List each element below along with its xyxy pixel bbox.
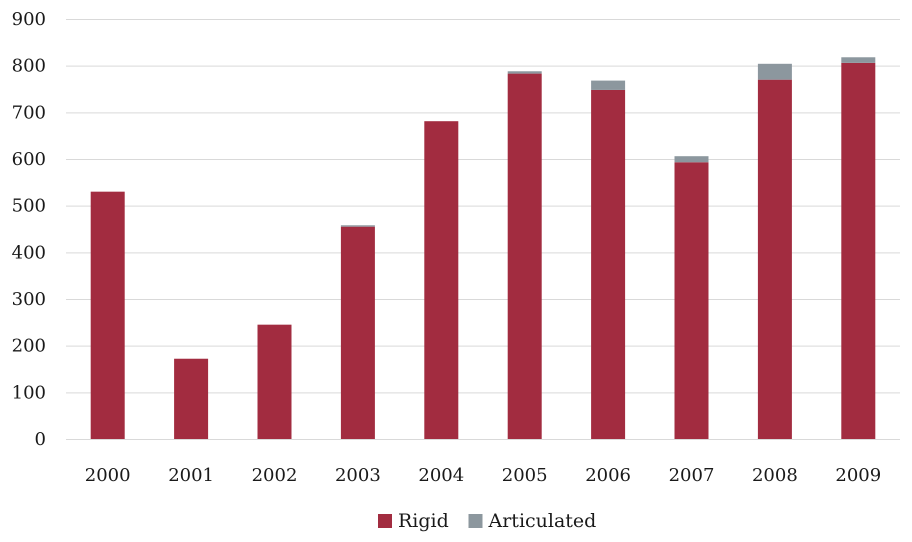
- x-tick-label: 2003: [335, 465, 381, 486]
- x-axis: 2000 2001 2002 2003 2004 2005 2006 2007 2008 2009: [85, 465, 881, 486]
- x-tick-label: 2000: [85, 465, 131, 486]
- bar-rigid-2008: [757, 79, 792, 440]
- x-tick-label: 2008: [752, 465, 798, 486]
- bars: [90, 57, 876, 440]
- bar-articulated-2009: [841, 57, 876, 63]
- bar-articulated-2007: [674, 156, 709, 163]
- bar-rigid-2006: [591, 89, 626, 440]
- y-tick-label: 0: [35, 429, 46, 450]
- x-tick-label: 2009: [835, 465, 881, 486]
- x-tick-label: 2006: [585, 465, 631, 486]
- bar-articulated-2008: [757, 63, 792, 80]
- y-tick-label: 800: [12, 56, 46, 77]
- y-axis: 0 100 200 300 400 500 600 700 800 900: [12, 9, 46, 450]
- y-tick-label: 200: [12, 336, 46, 357]
- bar-rigid-2004: [424, 121, 459, 439]
- bar-rigid-2005: [507, 73, 542, 439]
- bar-rigid-2003: [340, 226, 375, 439]
- legend-label-rigid: Rigid: [398, 510, 449, 532]
- y-tick-label: 900: [12, 9, 46, 30]
- y-tick-label: 500: [12, 196, 46, 217]
- bar-articulated-2006: [591, 80, 626, 90]
- x-tick-label: 2004: [418, 465, 464, 486]
- y-tick-label: 300: [12, 289, 46, 310]
- legend: Rigid Articulated: [378, 510, 596, 532]
- bar-rigid-2001: [174, 358, 209, 439]
- x-tick-label: 2001: [168, 465, 214, 486]
- bar-rigid-2002: [257, 324, 292, 439]
- legend-swatch-rigid: [378, 514, 392, 528]
- bar-articulated-2003: [340, 225, 375, 227]
- bar-articulated-2005: [507, 71, 542, 74]
- x-tick-label: 2005: [502, 465, 548, 486]
- y-tick-label: 100: [12, 382, 46, 403]
- y-tick-label: 600: [12, 149, 46, 170]
- bar-rigid-2009: [841, 62, 876, 440]
- x-tick-label: 2007: [669, 465, 715, 486]
- legend-swatch-articulated: [468, 514, 483, 528]
- y-tick-label: 400: [12, 242, 46, 263]
- y-tick-label: 700: [12, 102, 46, 123]
- bar-rigid-2000: [90, 191, 125, 439]
- bar-rigid-2007: [674, 162, 709, 439]
- legend-label-articulated: Articulated: [488, 510, 597, 532]
- x-tick-label: 2002: [252, 465, 298, 486]
